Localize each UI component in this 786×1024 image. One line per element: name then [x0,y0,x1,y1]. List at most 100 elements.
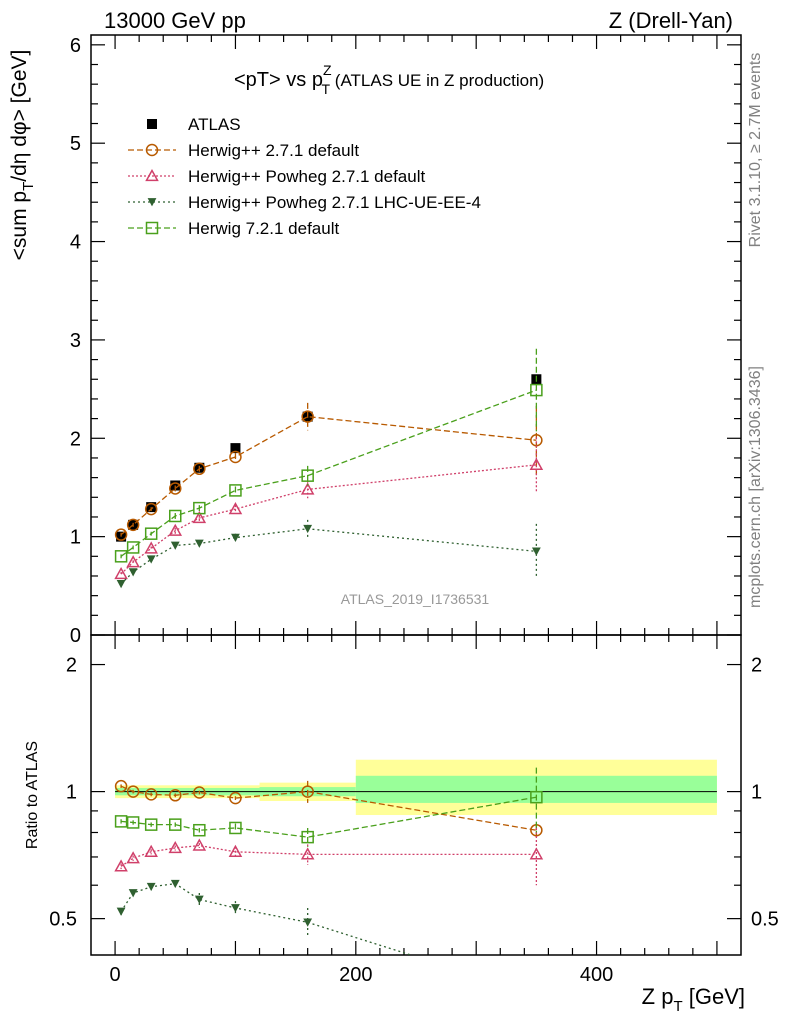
rivet-version-label: Rivet 3.1.10, ≥ 2.7M events [747,53,764,248]
plot-title-sup: Z [323,62,332,78]
main-point-0 [230,443,241,454]
ratio-point-0 [169,789,182,802]
main-point-3 [531,547,541,556]
main-line-3 [120,528,537,585]
x-axis-label: Z pT [GeV] [642,984,745,1015]
main-line-2 [120,464,537,575]
header-energy: 13000 GeV pp [104,8,246,33]
top-y-tick-label: 2 [70,428,81,450]
plot-title-rest: (ATLAS UE in Z production) [330,71,544,90]
top-y-axis-label-a: <sum p [8,191,31,260]
main-point-4 [301,469,314,482]
legend-label-0: ATLAS [188,115,241,134]
ratio-point-0 [144,788,158,801]
main-point-2 [192,510,207,524]
ratio-point-1 [192,838,207,851]
main-point-1 [229,450,242,464]
ratio-point-0 [114,779,128,793]
main-point-4 [193,501,206,515]
top-y-tick-label: 3 [70,330,81,352]
legend: ATLAS Herwig++ 2.7.1 default Herwig++ Powh… [128,115,481,238]
legend-marker-3 [147,198,157,207]
main-point-4 [229,484,242,497]
main-point-1 [169,482,182,495]
main-point-4 [530,383,543,397]
ratio-point-1 [144,844,158,857]
ratio-uncertainty-bands [115,759,717,816]
x-tick-label: 0 [110,964,121,986]
top-y-axis-label: <sum pT/dη dφ> [GeV] [8,50,37,261]
ratio-y-axis-label: Ratio to ATLAS [24,741,41,849]
legend-label-4: Herwig 7.2.1 default [188,219,339,238]
main-point-0 [146,502,157,513]
main-point-3 [231,533,240,543]
bot-y-tick-label: 0.5 [49,909,77,931]
top-y-tick-label: 0 [70,625,81,647]
legend-marker-0 [147,119,157,129]
top-y-axis-label-b: /dη dφ> [GeV] [8,50,31,182]
ratio-point-2 [170,879,180,889]
main-point-3 [146,555,156,564]
bot-y-tick-label-right: 1 [751,782,762,804]
main-point-1 [301,410,314,423]
x-axis-label-b: [GeV] [683,984,745,1009]
main-point-2 [529,457,544,470]
main-point-3 [128,568,138,577]
top-y-tick-label: 6 [70,35,81,57]
top-y-tick-label: 1 [70,527,81,549]
ratio-point-0 [193,786,206,799]
ratio-line-3 [121,796,537,838]
main-point-3 [170,541,180,550]
main-point-1 [126,518,140,532]
main-point-4 [114,550,128,563]
main-line-4 [120,389,537,557]
ratio-point-3 [193,823,206,837]
ratio-point-2 [116,907,126,916]
ratio-point-2 [194,895,204,904]
main-point-4 [126,541,140,554]
ratio-panel-frame [90,634,742,956]
ratio-point-3 [169,818,182,831]
ratio-point-3 [114,815,128,828]
main-panel-series [114,348,544,589]
ratio-point-1 [126,851,140,864]
legend-marker-4 [145,221,159,235]
main-point-3 [303,524,313,534]
main-point-1 [114,528,128,541]
main-point-2 [114,566,128,580]
main-point-4 [144,527,158,540]
main-point-1 [144,502,158,516]
ratio-point-2 [146,882,156,892]
ratio-line-2 [120,883,413,955]
ratio-line-1 [120,844,537,867]
header-process: Z (Drell-Yan) [609,8,733,33]
axes: 0 1 2 3 4 5 6 0 200 400 0.5 0.5 1 1 2 2 [49,34,779,986]
ratio-point-1 [529,847,544,860]
main-point-2 [144,541,158,554]
plot-title: <pT> vs pZ T (ATLAS UE in Z production) [234,62,544,97]
ratio-point-2 [303,918,313,927]
ratio-point-1 [228,844,243,857]
ratio-point-3 [229,821,242,835]
main-point-2 [168,523,183,536]
bot-y-tick-label: 2 [66,655,77,677]
ratio-point-3 [126,816,140,829]
ratio-point-2 [532,991,541,999]
ratio-point-2 [231,904,240,913]
ratio-line-0 [120,785,537,831]
main-point-4 [169,509,182,523]
top-y-tick-label: 4 [70,232,81,254]
legend-label-2: Herwig++ Powheg 2.7.1 default [188,167,425,186]
ratio-point-0 [229,791,242,805]
main-point-2 [126,555,140,568]
x-axis-label-sub: T [673,998,682,1015]
main-point-3 [194,539,204,548]
bot-y-tick-label: 1 [66,782,77,804]
ratio-point-1 [300,847,315,860]
bot-y-tick-label-right: 0.5 [751,909,779,931]
ratio-point-2 [128,889,138,898]
mcplots-label: mcplots.cern.ch [arXiv:1306.3436] [747,366,764,608]
ratio-point-3 [144,818,158,831]
main-point-3 [116,580,126,589]
